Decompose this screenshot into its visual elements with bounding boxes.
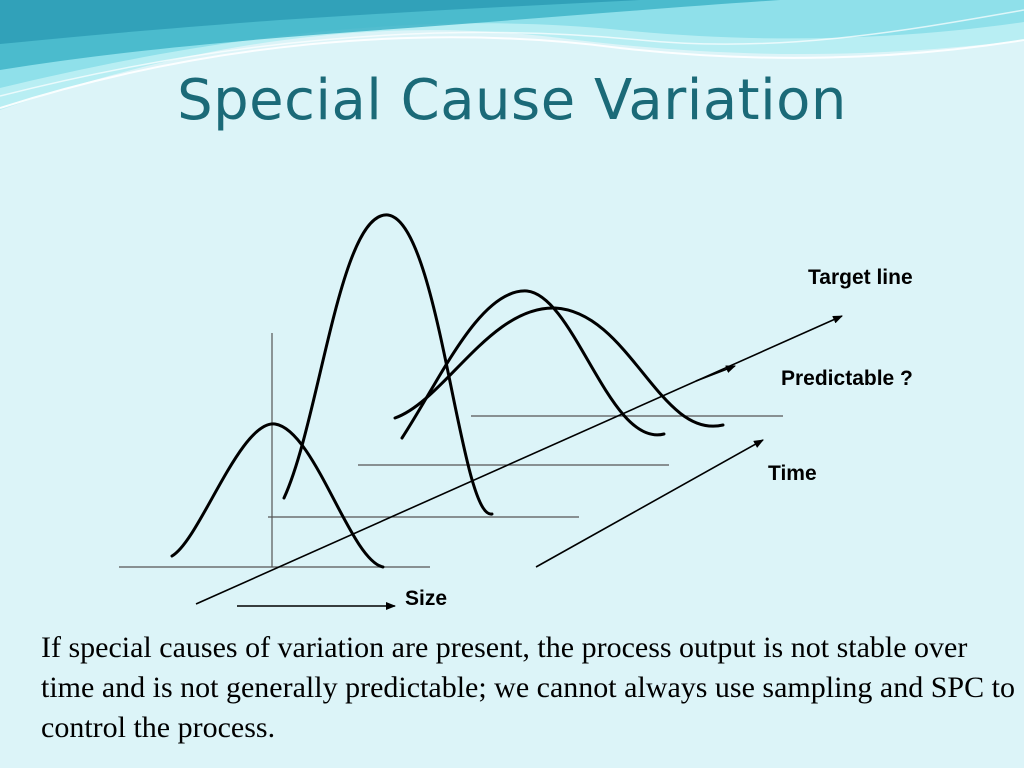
time-label: Time xyxy=(768,462,817,485)
distribution-curve-1 xyxy=(170,422,385,569)
target-line-label: Target line xyxy=(808,266,913,289)
time-axis-arrow xyxy=(535,439,764,568)
target-line-arrow xyxy=(195,315,843,605)
distribution-curve-3 xyxy=(400,289,666,440)
distribution-curve-2 xyxy=(282,213,494,516)
predictable-label: Predictable ? xyxy=(781,367,913,390)
predictable-arrow xyxy=(695,365,736,382)
slide-body-text: If special causes of variation are prese… xyxy=(41,631,1015,744)
header-wave-decoration xyxy=(0,0,1024,110)
slide-title: Special Cause Variation xyxy=(177,68,847,133)
size-label: Size xyxy=(405,587,447,610)
distribution-curve-4 xyxy=(393,306,725,428)
